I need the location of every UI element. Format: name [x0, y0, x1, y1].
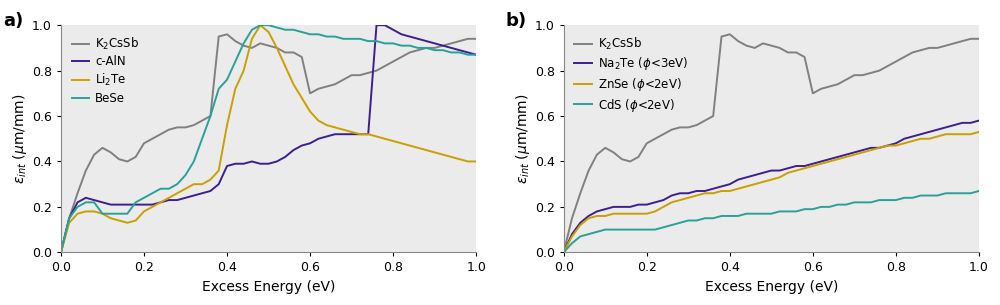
BeSe — [179, 173, 191, 177]
ZnSe ($\phi$<2eV) — [965, 132, 977, 136]
c-AlN — [55, 250, 67, 254]
BeSe — [188, 160, 200, 163]
K$_2$CsSb — [558, 250, 570, 254]
CdS ($\phi$<2eV) — [691, 219, 703, 222]
Legend: K$_2$CsSb, Na$_2$Te ($\phi$<3eV), ZnSe ($\phi$<2eV), CdS ($\phi$<2eV): K$_2$CsSb, Na$_2$Te ($\phi$<3eV), ZnSe (… — [570, 31, 693, 118]
ZnSe ($\phi$<2eV) — [682, 196, 694, 200]
Li$_2$Te — [337, 128, 349, 131]
K$_2$CsSb — [840, 78, 852, 81]
K$_2$CsSb — [470, 37, 482, 41]
Line: K$_2$CsSb: K$_2$CsSb — [564, 34, 979, 252]
Na$_2$Te ($\phi$<3eV) — [682, 192, 694, 195]
c-AlN — [371, 23, 383, 27]
Na$_2$Te ($\phi$<3eV) — [832, 155, 844, 159]
Li$_2$Te — [146, 205, 158, 209]
ZnSe ($\phi$<2eV) — [832, 157, 844, 161]
ZnSe ($\phi$<2eV) — [691, 194, 703, 197]
K$_2$CsSb — [682, 126, 694, 129]
BeSe — [337, 37, 349, 41]
K$_2$CsSb — [965, 37, 977, 41]
Li$_2$Te — [362, 132, 374, 136]
Na$_2$Te ($\phi$<3eV) — [649, 200, 661, 204]
Li$_2$Te — [462, 160, 474, 163]
Li$_2$Te — [254, 23, 266, 27]
Text: a): a) — [3, 12, 23, 30]
c-AlN — [470, 53, 482, 56]
CdS ($\phi$<2eV) — [832, 203, 844, 206]
Line: Na$_2$Te ($\phi$<3eV): Na$_2$Te ($\phi$<3eV) — [564, 120, 979, 252]
K$_2$CsSb — [362, 71, 374, 75]
K$_2$CsSb — [146, 137, 158, 141]
BeSe — [362, 39, 374, 43]
K$_2$CsSb — [221, 32, 233, 36]
K$_2$CsSb — [649, 137, 661, 141]
Y-axis label: $\varepsilon_{int}$ ($\mu$m/mm): $\varepsilon_{int}$ ($\mu$m/mm) — [514, 93, 532, 184]
ZnSe ($\phi$<2eV) — [973, 130, 985, 134]
Li$_2$Te — [55, 250, 67, 254]
K$_2$CsSb — [55, 250, 67, 254]
Line: c-AlN: c-AlN — [61, 25, 476, 252]
Na$_2$Te ($\phi$<3eV) — [558, 250, 570, 254]
ZnSe ($\phi$<2eV) — [558, 250, 570, 254]
BeSe — [146, 192, 158, 195]
Li$_2$Te — [188, 182, 200, 186]
c-AlN — [188, 194, 200, 197]
Na$_2$Te ($\phi$<3eV) — [857, 148, 869, 152]
BeSe — [462, 53, 474, 56]
Na$_2$Te ($\phi$<3eV) — [691, 189, 703, 193]
CdS ($\phi$<2eV) — [558, 250, 570, 254]
c-AlN — [179, 196, 191, 200]
Line: K$_2$CsSb: K$_2$CsSb — [61, 34, 476, 252]
Line: Li$_2$Te: Li$_2$Te — [61, 25, 476, 252]
c-AlN — [146, 203, 158, 206]
Line: ZnSe ($\phi$<2eV): ZnSe ($\phi$<2eV) — [564, 132, 979, 252]
K$_2$CsSb — [865, 71, 877, 75]
K$_2$CsSb — [724, 32, 736, 36]
K$_2$CsSb — [337, 78, 349, 81]
Line: BeSe: BeSe — [61, 25, 476, 252]
CdS ($\phi$<2eV) — [649, 228, 661, 231]
K$_2$CsSb — [179, 126, 191, 129]
K$_2$CsSb — [973, 37, 985, 41]
K$_2$CsSb — [462, 37, 474, 41]
CdS ($\phi$<2eV) — [965, 192, 977, 195]
CdS ($\phi$<2eV) — [973, 189, 985, 193]
CdS ($\phi$<2eV) — [857, 200, 869, 204]
K$_2$CsSb — [188, 123, 200, 127]
X-axis label: Excess Energy (eV): Excess Energy (eV) — [705, 280, 838, 294]
K$_2$CsSb — [691, 123, 703, 127]
Li$_2$Te — [470, 160, 482, 163]
CdS ($\phi$<2eV) — [682, 219, 694, 222]
Y-axis label: $\varepsilon_{int}$ ($\mu$m/mm): $\varepsilon_{int}$ ($\mu$m/mm) — [11, 93, 29, 184]
Legend: K$_2$CsSb, c-AlN, Li$_2$Te, BeSe: K$_2$CsSb, c-AlN, Li$_2$Te, BeSe — [67, 31, 144, 109]
Na$_2$Te ($\phi$<3eV) — [965, 121, 977, 125]
ZnSe ($\phi$<2eV) — [649, 210, 661, 213]
c-AlN — [329, 132, 341, 136]
BeSe — [254, 23, 266, 27]
BeSe — [470, 53, 482, 56]
Text: b): b) — [506, 12, 527, 30]
X-axis label: Excess Energy (eV): Excess Energy (eV) — [202, 280, 335, 294]
Na$_2$Te ($\phi$<3eV) — [973, 119, 985, 122]
Line: CdS ($\phi$<2eV): CdS ($\phi$<2eV) — [564, 191, 979, 252]
Li$_2$Te — [179, 187, 191, 191]
c-AlN — [462, 51, 474, 54]
c-AlN — [354, 132, 366, 136]
ZnSe ($\phi$<2eV) — [857, 151, 869, 154]
BeSe — [55, 250, 67, 254]
